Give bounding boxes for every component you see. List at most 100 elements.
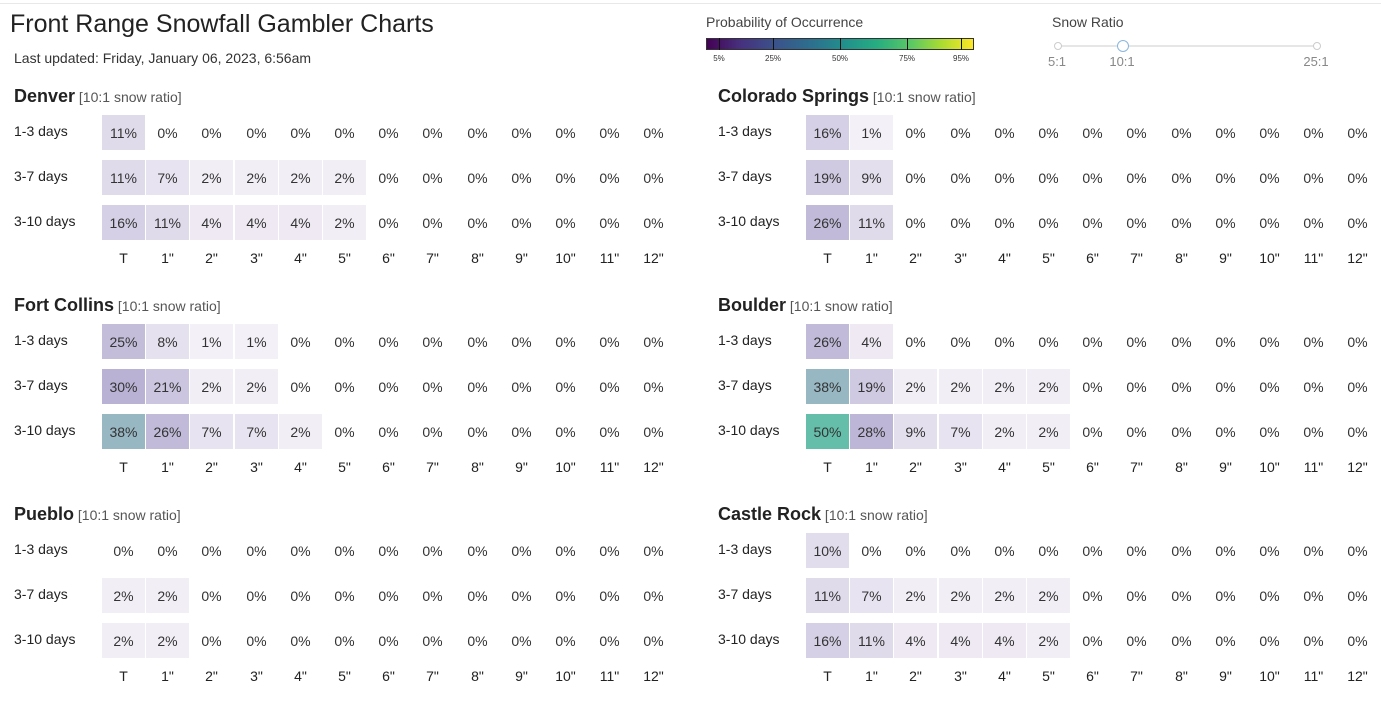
heatmap-cell: 2% bbox=[146, 578, 189, 613]
column-label: 10" bbox=[1259, 668, 1280, 684]
heatmap-cell: 7% bbox=[146, 160, 189, 195]
snow-ratio-handle[interactable] bbox=[1117, 40, 1129, 52]
heatmap-cell: 0% bbox=[994, 214, 1015, 231]
heatmap-cell: 0% bbox=[1082, 542, 1103, 559]
city-name: Fort Collins bbox=[14, 295, 114, 315]
heatmap-cell: 0% bbox=[334, 423, 355, 440]
column-label: 1" bbox=[865, 668, 878, 684]
heatmap-cell: 0% bbox=[378, 632, 399, 649]
heatmap-cell: 0% bbox=[378, 333, 399, 350]
heatmap-cell: 0% bbox=[1303, 632, 1324, 649]
heatmap-cell: 0% bbox=[555, 542, 576, 559]
heatmap-cell: 11% bbox=[102, 115, 145, 150]
heatmap-cell: 0% bbox=[555, 587, 576, 604]
panel-header: Colorado Springs [10:1 snow ratio] bbox=[718, 86, 976, 107]
column-label: 4" bbox=[294, 668, 307, 684]
column-label: 5" bbox=[338, 250, 351, 266]
row-label: 3-7 days bbox=[14, 377, 68, 393]
column-label: 6" bbox=[1086, 250, 1099, 266]
column-label: 9" bbox=[515, 459, 528, 475]
heatmap-cell: 0% bbox=[201, 632, 222, 649]
heatmap-cell: 0% bbox=[950, 333, 971, 350]
row-label: 1-3 days bbox=[14, 332, 68, 348]
column-label: 3" bbox=[250, 250, 263, 266]
heatmap-cell: 11% bbox=[806, 578, 849, 613]
heatmap-cell: 0% bbox=[905, 542, 926, 559]
column-label: 2" bbox=[909, 459, 922, 475]
row-label: 3-7 days bbox=[718, 377, 772, 393]
heatmap-cell: 0% bbox=[1303, 214, 1324, 231]
column-label: 8" bbox=[471, 250, 484, 266]
heatmap-cell: 28% bbox=[850, 414, 893, 449]
row-label: 3-10 days bbox=[718, 422, 780, 438]
heatmap-cell: 0% bbox=[1082, 632, 1103, 649]
heatmap-cell: 0% bbox=[555, 124, 576, 141]
heatmap-cell: 0% bbox=[1259, 333, 1280, 350]
probability-legend: Probability of Occurrence 5% 25% 50% 75% 95% bbox=[706, 14, 978, 66]
heatmap-cell: 0% bbox=[1347, 169, 1368, 186]
heatmap-cell: 38% bbox=[806, 369, 849, 404]
heatmap-cell: 0% bbox=[290, 378, 311, 395]
column-label: 9" bbox=[1219, 668, 1232, 684]
heatmap-cell: 0% bbox=[378, 423, 399, 440]
heatmap-cell: 0% bbox=[643, 378, 664, 395]
heatmap-cell: 0% bbox=[511, 169, 532, 186]
city-name: Castle Rock bbox=[718, 504, 822, 524]
heatmap-cell: 0% bbox=[599, 423, 620, 440]
heatmap-cell: 0% bbox=[1082, 378, 1103, 395]
heatmap-cell: 0% bbox=[643, 423, 664, 440]
heatmap-cell: 0% bbox=[1347, 542, 1368, 559]
row-label: 1-3 days bbox=[718, 541, 772, 557]
column-label: 8" bbox=[1175, 459, 1188, 475]
heatmap-cell: 0% bbox=[1126, 632, 1147, 649]
heatmap-cell: 0% bbox=[555, 423, 576, 440]
heatmap-cell: 0% bbox=[1303, 423, 1324, 440]
heatmap-cell: 0% bbox=[643, 214, 664, 231]
heatmap-cell: 0% bbox=[643, 333, 664, 350]
column-label: 10" bbox=[1259, 459, 1280, 475]
column-label: 5" bbox=[1042, 250, 1055, 266]
row-label: 1-3 days bbox=[718, 332, 772, 348]
heatmap-cell: 4% bbox=[894, 623, 937, 658]
heatmap-cell: 0% bbox=[334, 333, 355, 350]
column-label: T bbox=[823, 250, 832, 266]
row-label: 3-10 days bbox=[14, 631, 76, 647]
column-label: 11" bbox=[599, 459, 620, 475]
heatmap-cell: 0% bbox=[861, 542, 882, 559]
heatmap-cell: 0% bbox=[555, 333, 576, 350]
heatmap-cell: 0% bbox=[1038, 333, 1059, 350]
heatmap-cell: 0% bbox=[1215, 124, 1236, 141]
snow-ratio-max-dot[interactable] bbox=[1313, 42, 1321, 50]
legend-tick bbox=[840, 38, 841, 50]
heatmap-cell: 0% bbox=[422, 423, 443, 440]
heatmap-cell: 0% bbox=[1259, 423, 1280, 440]
heatmap-cell: 0% bbox=[1082, 333, 1103, 350]
heatmap-cell: 0% bbox=[1259, 632, 1280, 649]
heatmap-cell: 0% bbox=[246, 542, 267, 559]
heatmap-cell: 0% bbox=[334, 124, 355, 141]
column-label: 1" bbox=[161, 459, 174, 475]
heatmap-cell: 0% bbox=[1126, 333, 1147, 350]
heatmap-cell: 0% bbox=[1082, 169, 1103, 186]
heatmap-cell: 8% bbox=[146, 324, 189, 359]
legend-label: 25% bbox=[764, 54, 782, 63]
panel-header: Boulder [10:1 snow ratio] bbox=[718, 295, 893, 316]
snow-ratio-track[interactable] bbox=[1056, 45, 1316, 47]
heatmap-cell: 2% bbox=[235, 160, 278, 195]
heatmap-cell: 0% bbox=[157, 542, 178, 559]
snow-ratio-min-dot[interactable] bbox=[1054, 42, 1062, 50]
heatmap-cell: 4% bbox=[983, 623, 1026, 658]
legend-tick bbox=[907, 38, 908, 50]
heatmap-cell: 0% bbox=[1082, 124, 1103, 141]
heatmap-cell: 25% bbox=[102, 324, 145, 359]
panel-header: Fort Collins [10:1 snow ratio] bbox=[14, 295, 221, 316]
column-label: 12" bbox=[1347, 668, 1368, 684]
heatmap-cell: 0% bbox=[1303, 333, 1324, 350]
snow-ratio-slider[interactable]: Snow Ratio 5:1 10:1 25:1 bbox=[1044, 14, 1344, 70]
heatmap-cell: 0% bbox=[1171, 542, 1192, 559]
heatmap-cell: 0% bbox=[467, 214, 488, 231]
column-label: 8" bbox=[471, 668, 484, 684]
heatmap-cell: 7% bbox=[850, 578, 893, 613]
heatmap-cell: 0% bbox=[599, 632, 620, 649]
column-label: 2" bbox=[205, 668, 218, 684]
